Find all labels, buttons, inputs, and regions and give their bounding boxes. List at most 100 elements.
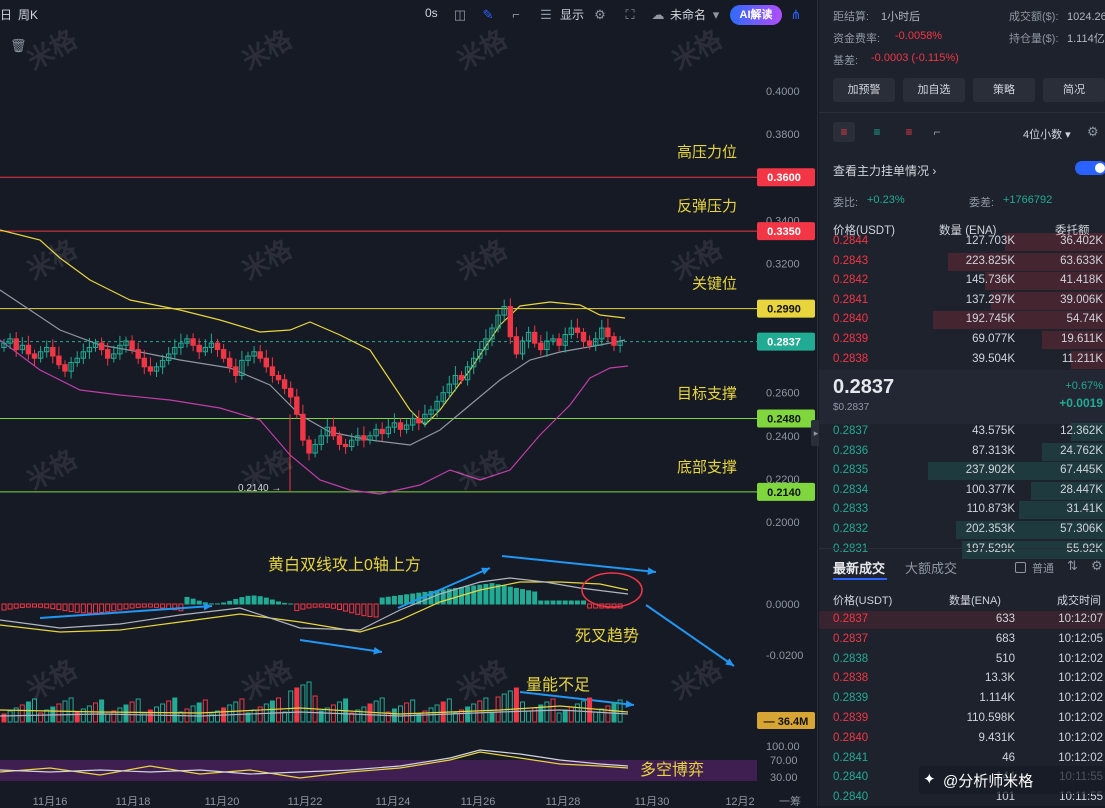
orderbook-both-icon[interactable]: ≡	[833, 122, 855, 142]
trades-header-qty[interactable]: 数量(ENA)	[949, 592, 1001, 608]
trade-time: 10:12:02	[1058, 752, 1103, 764]
candlestick-chart[interactable]: 0.40000.38000.34000.32000.26000.24000.22…	[0, 0, 818, 806]
add-alert-button[interactable]: 加预警	[833, 78, 895, 102]
volume-bar	[600, 709, 604, 722]
volume-bar	[234, 702, 238, 722]
volume-bar	[277, 698, 281, 722]
macd-bar	[277, 602, 281, 604]
volume-tag-label: — 36.4M	[764, 716, 809, 728]
volume-bar	[569, 707, 573, 722]
strategy-button[interactable]: 策略	[973, 78, 1035, 102]
volume-bar	[191, 706, 195, 722]
ask-amount: 11.211K	[1062, 353, 1103, 365]
macd-bar	[344, 604, 348, 611]
divider	[819, 548, 1105, 549]
price-axis-label: 0.3200	[766, 258, 800, 270]
gear-icon[interactable]: ⚙	[1091, 558, 1103, 574]
settle-value: 1小时后	[881, 8, 920, 24]
macd-bar	[197, 601, 201, 604]
trade-time: 10:12:02	[1058, 712, 1103, 724]
trend-arrow	[40, 606, 212, 618]
normal-checkbox[interactable]	[1015, 562, 1026, 573]
filter-icon[interactable]: ⇅	[1067, 558, 1078, 574]
volume-bar	[527, 711, 531, 722]
trend-arrow	[300, 640, 382, 652]
chart-area[interactable]: 日 周K 0s ◫ ✎ ⌐ ☰ 显示 ⚙ ⛶ ☁ 未命名 ▾ AI解读 ⋔ 🗑 …	[0, 0, 818, 806]
ask-qty: 145.736K	[966, 274, 1015, 286]
decimals-select[interactable]: 4位小数 ▾	[1023, 126, 1071, 142]
candle-body	[301, 414, 305, 440]
volume-bar	[100, 700, 104, 722]
gear-icon[interactable]: ⚙	[1087, 124, 1099, 140]
ask-price: 0.2842	[833, 274, 868, 286]
volume-bar	[45, 710, 49, 722]
bid-row[interactable]: 0.2831197.529K55.92K	[819, 540, 1105, 560]
trade-price: 0.2839	[833, 692, 868, 704]
volume-bar	[411, 700, 415, 722]
orderbook-depth-icon[interactable]: ⌐	[927, 122, 947, 142]
x-axis-label: 11月18	[116, 796, 151, 806]
trade-price: 0.2838	[833, 672, 868, 684]
trade-price: 0.2840	[833, 732, 868, 744]
macd-bar	[185, 597, 189, 604]
orderbook-bids-icon[interactable]: ≡	[867, 122, 887, 142]
macd-bar	[563, 601, 567, 604]
trade-time: 10:12:02	[1058, 692, 1103, 704]
ask-price: 0.2838	[833, 353, 868, 365]
volume-bar	[252, 710, 256, 722]
volume-bar	[179, 712, 183, 722]
trade-time: 10:12:02	[1058, 653, 1103, 665]
bid-amount: 67.445K	[1060, 464, 1103, 476]
tab-large-trades[interactable]: 大额成交	[905, 558, 957, 577]
trade-qty: 13.3K	[985, 672, 1015, 684]
bid-qty: 43.575K	[972, 425, 1015, 437]
trade-qty: 510	[996, 653, 1015, 665]
volume-bar	[228, 705, 232, 722]
macd-bar	[20, 604, 24, 607]
bid-qty: 202.353K	[966, 523, 1015, 535]
macd-bar	[472, 586, 476, 604]
volume-bar	[338, 702, 342, 722]
whale-orders-toggle[interactable]	[1075, 161, 1105, 175]
volume-bar	[514, 688, 518, 722]
trade-time: 10:12:02	[1058, 672, 1103, 684]
overview-button[interactable]: 简况	[1043, 78, 1105, 102]
macd-bar	[545, 601, 549, 604]
candle-body	[191, 339, 195, 345]
whale-orders-link[interactable]: 查看主力挂单情况 ›	[833, 162, 936, 179]
add-watchlist-button[interactable]: 加自选	[903, 78, 965, 102]
ask-amount: 39.006K	[1060, 294, 1103, 306]
candle-body	[32, 354, 36, 358]
trade-row[interactable]: 0.2838 13.3K 10:12:02	[819, 669, 1105, 689]
oi-label: 持仓量($):	[1009, 30, 1059, 46]
macd-bar	[57, 604, 61, 610]
orderbook-asks-icon[interactable]: ≡	[899, 122, 919, 142]
volume-bar	[301, 685, 305, 722]
level-tag-label: 0.3600	[767, 172, 801, 184]
tab-latest-trades[interactable]: 最新成交	[833, 558, 885, 577]
macd-bar	[313, 604, 317, 607]
macd-bar	[356, 604, 360, 614]
trade-qty: 110.598K	[967, 712, 1015, 724]
trade-qty: 683	[996, 633, 1015, 645]
middle-band	[0, 290, 625, 445]
